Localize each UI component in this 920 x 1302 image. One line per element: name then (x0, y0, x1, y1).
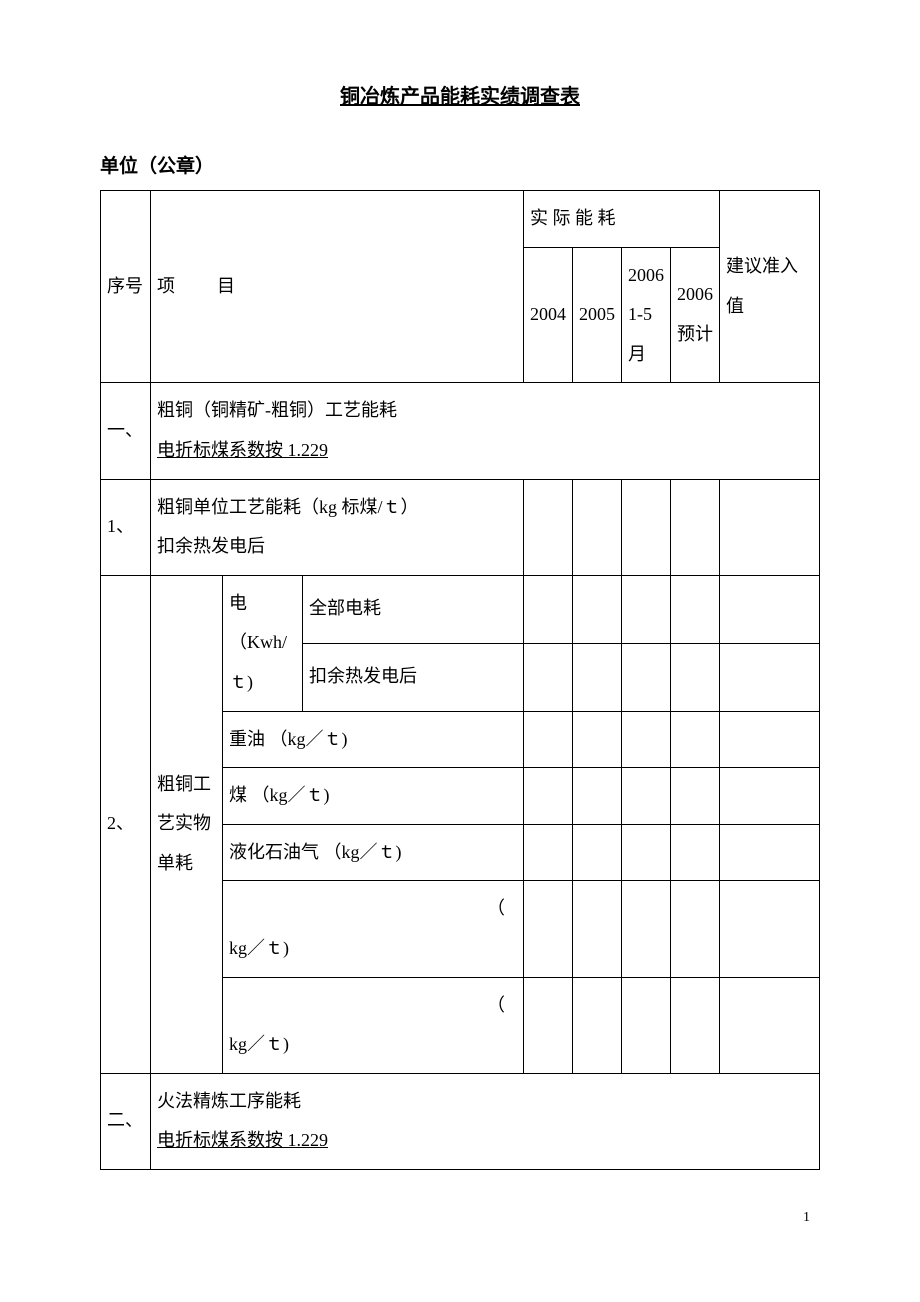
s2-content: 火法精炼工序能耗 电折标煤系数按 1.229 (151, 1073, 820, 1169)
c-2005 (573, 768, 622, 825)
page-number: 1 (100, 1210, 820, 1226)
c-2006-15 (622, 768, 671, 825)
c-2006-est (671, 575, 720, 643)
s1-line1: 粗铜（铜精矿-粗铜）工艺能耗 (157, 391, 813, 431)
section-1-row: 一、 粗铜（铜精矿-粗铜）工艺能耗 电折标煤系数按 1.229 (101, 383, 820, 479)
c-2006-15 (622, 881, 671, 977)
c-2005 (573, 643, 622, 711)
row-1: 1、 粗铜单位工艺能耗（kg 标煤/ｔ） 扣余热发电后 (101, 479, 820, 575)
c-2006-15 (622, 711, 671, 768)
r2-blank1a: （ (229, 889, 517, 929)
row-2-elec-all: 2、 粗铜工艺实物单耗 电（Kwh/ｔ) 全部电耗 (101, 575, 820, 643)
c-2006-15 (622, 977, 671, 1073)
c-2004 (524, 575, 573, 643)
r2-seq: 2、 (101, 575, 151, 1073)
s1-content: 粗铜（铜精矿-粗铜）工艺能耗 电折标煤系数按 1.229 (151, 383, 820, 479)
c-suggest (720, 977, 820, 1073)
c-2005 (573, 711, 622, 768)
r1-2005 (573, 479, 622, 575)
s1-line2: 电折标煤系数按 1.229 (157, 431, 813, 471)
r1-line1: 粗铜单位工艺能耗（kg 标煤/ｔ） (157, 488, 517, 528)
c-2004 (524, 824, 573, 881)
r2-coal: 煤 （kg／ｔ) (223, 768, 524, 825)
c-2005 (573, 824, 622, 881)
r1-2006-15 (622, 479, 671, 575)
r2-heavyoil: 重油 （kg／ｔ) (223, 711, 524, 768)
c-2006-15 (622, 575, 671, 643)
r1-2006-est (671, 479, 720, 575)
c-2006-est (671, 643, 720, 711)
c-2004 (524, 643, 573, 711)
c-2006-15 (622, 824, 671, 881)
c-2005 (573, 977, 622, 1073)
th-actual: 实 际 能 耗 (524, 191, 720, 248)
c-2004 (524, 977, 573, 1073)
c-2006-15 (622, 643, 671, 711)
c-suggest (720, 575, 820, 643)
th-seq: 序号 (101, 191, 151, 383)
th-2006-est: 2006预计 (671, 247, 720, 383)
c-suggest (720, 643, 820, 711)
r2-blank2: （ kg／ｔ) (223, 977, 524, 1073)
th-2005: 2005 (573, 247, 622, 383)
th-item-space (180, 276, 213, 296)
r1-content: 粗铜单位工艺能耗（kg 标煤/ｔ） 扣余热发电后 (151, 479, 524, 575)
c-2005 (573, 575, 622, 643)
r1-seq: 1、 (101, 479, 151, 575)
c-suggest (720, 824, 820, 881)
energy-table: 序号 项 目 实 际 能 耗 建议准入值 2004 2005 2006 1-5月… (100, 190, 820, 1170)
unit-label: 单位（公章） (100, 151, 820, 178)
th-item-p1: 项 (157, 276, 175, 296)
header-row-1: 序号 项 目 实 际 能 耗 建议准入值 (101, 191, 820, 248)
c-2006-est (671, 711, 720, 768)
c-suggest (720, 768, 820, 825)
th-2004: 2004 (524, 247, 573, 383)
c-2006-est (671, 824, 720, 881)
c-2004 (524, 881, 573, 977)
r1-2004 (524, 479, 573, 575)
r2-group: 粗铜工艺实物单耗 (151, 575, 223, 1073)
th-suggest: 建议准入值 (720, 191, 820, 383)
th-item-p2: 目 (217, 276, 235, 296)
r2-blank2a: （ (229, 986, 517, 1026)
s2-seq: 二、 (101, 1073, 151, 1169)
r2-blank1b: kg／ｔ) (229, 929, 517, 969)
s2-line1: 火法精炼工序能耗 (157, 1082, 813, 1122)
c-suggest (720, 711, 820, 768)
th-2006-15: 2006 1-5月 (622, 247, 671, 383)
s2-line2: 电折标煤系数按 1.229 (157, 1121, 813, 1161)
r2-elec-label: 电（Kwh/ｔ) (223, 575, 303, 711)
r2-blank2b: kg／ｔ) (229, 1025, 517, 1065)
s1-seq: 一、 (101, 383, 151, 479)
page-title: 铜冶炼产品能耗实绩调查表 (100, 80, 820, 109)
th-item: 项 目 (151, 191, 524, 383)
r1-line2: 扣余热发电后 (157, 527, 517, 567)
c-2005 (573, 881, 622, 977)
r2-blank1: （ kg／ｔ) (223, 881, 524, 977)
r2-elec-deduct: 扣余热发电后 (303, 643, 524, 711)
c-2004 (524, 711, 573, 768)
c-2006-est (671, 977, 720, 1073)
section-2-row: 二、 火法精炼工序能耗 电折标煤系数按 1.229 (101, 1073, 820, 1169)
c-suggest (720, 881, 820, 977)
r2-lpg: 液化石油气 （kg／ｔ) (223, 824, 524, 881)
r1-suggest (720, 479, 820, 575)
c-2006-est (671, 881, 720, 977)
c-2004 (524, 768, 573, 825)
r2-elec-all: 全部电耗 (303, 575, 524, 643)
c-2006-est (671, 768, 720, 825)
